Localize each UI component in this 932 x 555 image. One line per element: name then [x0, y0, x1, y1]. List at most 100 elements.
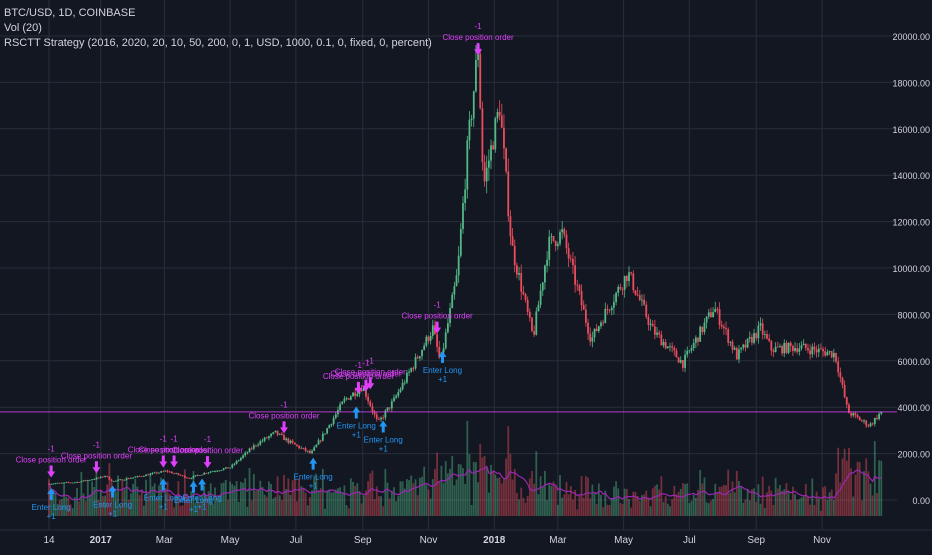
volume-bar — [218, 495, 221, 516]
volume-bar — [296, 501, 298, 516]
volume-bar — [136, 486, 139, 516]
candle-body — [608, 309, 611, 311]
candle-body — [466, 140, 469, 190]
volume-bar — [259, 480, 262, 516]
volume-bar — [453, 485, 456, 516]
volume-bar — [815, 491, 818, 516]
candle-body — [820, 348, 822, 350]
candle-body — [291, 440, 294, 443]
volume-bar — [80, 471, 83, 516]
candle-body — [858, 417, 861, 421]
volume-bar — [63, 482, 65, 516]
candle-body — [315, 444, 318, 448]
candle-body — [662, 342, 665, 346]
candle-body — [388, 407, 391, 409]
volume-bar — [610, 498, 613, 516]
volume-bar — [149, 473, 152, 516]
volume-bar — [434, 468, 436, 516]
volume-bar — [584, 476, 587, 516]
price-axis[interactable]: 20000.00 18000.00 16000.00 14000.00 12000.00… — [892, 0, 932, 550]
candle-body — [121, 479, 124, 481]
entry-marker: Enter Long+1 — [337, 406, 376, 440]
volume-bar — [403, 488, 406, 516]
volume-bar — [196, 496, 199, 516]
candle-body — [300, 447, 303, 449]
candle-body — [61, 482, 63, 484]
volume-bar — [722, 484, 725, 516]
strategy-label[interactable]: RSCTT Strategy (2016, 2020, 20, 10, 50, … — [4, 37, 432, 49]
volume-bar — [496, 477, 499, 516]
entry-arrow-icon — [438, 350, 447, 363]
candle-body — [84, 480, 87, 482]
volume-bar — [828, 492, 831, 516]
exit-qty: -1 — [93, 440, 101, 449]
candle-body — [574, 265, 577, 285]
time-tick-label: Sep — [747, 535, 765, 546]
volume-ma-polyline — [48, 465, 882, 501]
candle-body — [446, 323, 449, 333]
exit-marker: Close position order-1 — [330, 359, 402, 392]
volume-bar — [227, 499, 229, 516]
volume-bar — [229, 481, 232, 516]
exit-label: Close position order — [330, 370, 401, 379]
candle-body — [602, 322, 605, 324]
candle-body — [839, 372, 842, 378]
volume-bar — [481, 457, 484, 516]
volume-bar — [662, 502, 665, 516]
time-tick-label: Jul — [683, 535, 696, 546]
volume-bar — [408, 480, 410, 516]
volume-bar — [177, 481, 180, 516]
volume-bar — [880, 460, 883, 516]
candle-body — [509, 216, 512, 237]
price-tick-label: 14000.00 — [892, 171, 930, 181]
volume-bar — [393, 487, 395, 516]
volume-bar — [313, 475, 316, 516]
volume-bar — [164, 488, 167, 516]
volume-bar — [278, 495, 281, 516]
volume-bar — [813, 505, 816, 516]
candle-body — [699, 326, 702, 342]
candle-body — [384, 410, 387, 418]
candle-body — [649, 323, 652, 325]
volume-bar — [852, 496, 855, 516]
candle-body — [731, 341, 734, 350]
time-tick-label: Jul — [289, 535, 302, 546]
candle-body — [278, 433, 281, 435]
candle-body — [104, 475, 106, 477]
exit-qty: -1 — [434, 301, 442, 310]
volume-bar — [714, 483, 717, 516]
candle-body — [541, 282, 544, 291]
candle-body — [589, 333, 592, 342]
volume-bar — [446, 473, 449, 516]
time-axis[interactable]: 14 2017 Mar May Jul Sep Nov 2018 Mar May Jul Sep Nov — [0, 529, 932, 550]
candle-body — [625, 275, 628, 282]
time-tick-label: Mar — [549, 535, 567, 546]
candle-body — [776, 346, 779, 348]
volume-bar — [593, 493, 596, 516]
candle-body — [158, 472, 160, 474]
volume-bar — [166, 481, 169, 516]
symbol-title[interactable]: BTC/USD, 1D, COINBASE — [4, 7, 136, 19]
candle-body — [647, 316, 650, 325]
volume-bar — [615, 481, 617, 516]
volume-bar — [377, 496, 380, 516]
candle-body — [843, 384, 846, 398]
candle-body — [684, 354, 686, 368]
candle-body — [229, 467, 232, 469]
volume-bar — [865, 458, 868, 516]
volume-bar — [319, 488, 322, 516]
volume-bar — [125, 476, 128, 516]
volume-bar — [802, 495, 805, 516]
volume-bar — [194, 502, 197, 516]
exit-arrow-icon — [280, 421, 289, 434]
candle-body — [813, 346, 816, 350]
candle-body — [832, 352, 835, 358]
candle-body — [604, 308, 607, 323]
exit-label: Close position order — [402, 312, 473, 321]
volume-bar — [664, 496, 667, 516]
candle-body — [804, 343, 807, 349]
volume-indicator-label[interactable]: Vol (20) — [4, 22, 42, 34]
volume-bar — [192, 471, 195, 516]
